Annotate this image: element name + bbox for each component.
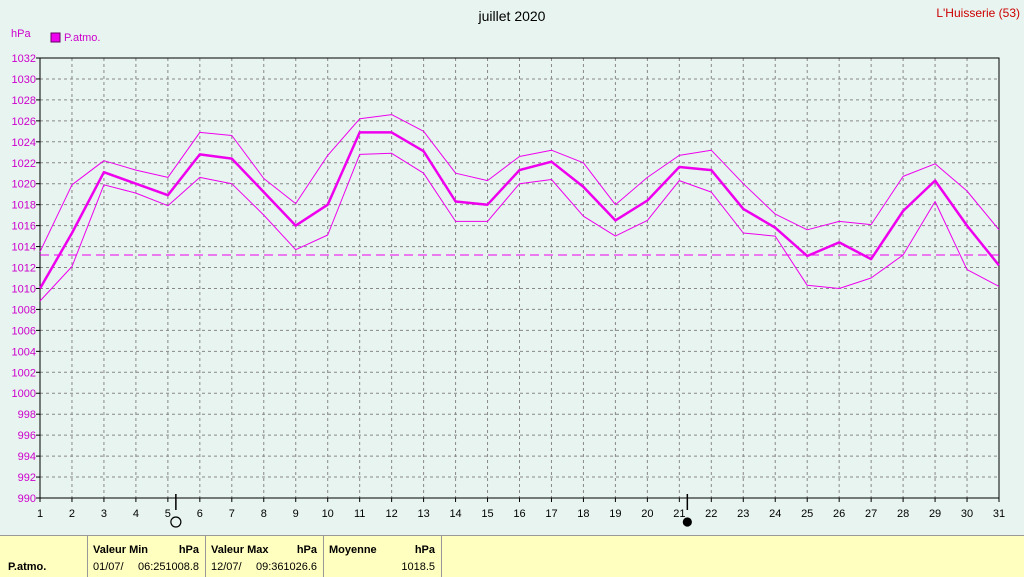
y-tick-label: 1018 xyxy=(12,200,36,212)
location-label: L'Huisserie (53) xyxy=(936,6,1020,20)
y-tick-label: 1000 xyxy=(12,388,36,400)
min-value: 1008.8 xyxy=(165,561,199,573)
pressure-chart: juillet 2020 L'Huisserie (53) hPa P.atmo… xyxy=(11,6,1020,528)
y-tick-label: 1002 xyxy=(12,367,36,379)
max-header: Valeur Max xyxy=(211,544,269,556)
max-time: 09:36 xyxy=(256,561,284,573)
avg-unit: hPa xyxy=(414,544,435,556)
x-tick-label: 31 xyxy=(993,508,1005,520)
legend-swatch xyxy=(50,32,61,43)
y-tick-label: 1004 xyxy=(12,346,36,358)
min-time: 06:25 xyxy=(138,561,166,573)
y-tick-label: 996 xyxy=(18,430,36,442)
x-tick-label: 5 xyxy=(165,508,171,520)
x-tick-label: 21 xyxy=(673,508,685,520)
y-tick-label: 1032 xyxy=(12,53,36,65)
x-tick-label: 18 xyxy=(577,508,589,520)
y-tick-label: 1014 xyxy=(12,242,36,254)
x-tick-label: 15 xyxy=(481,508,493,520)
x-tick-label: 17 xyxy=(545,508,557,520)
x-tick-label: 23 xyxy=(737,508,749,520)
x-tick-label: 13 xyxy=(417,508,429,520)
y-tick-label: 1012 xyxy=(12,263,36,275)
y-tick-label: 1006 xyxy=(12,325,36,337)
x-tick-label: 22 xyxy=(705,508,717,520)
footer-row-label: P.atmo. xyxy=(8,561,47,573)
x-tick-label: 8 xyxy=(261,508,267,520)
x-tick-label: 29 xyxy=(929,508,941,520)
plot-area: 9909929949969981000100210041006100810101… xyxy=(12,53,1005,528)
x-tick-label: 19 xyxy=(609,508,621,520)
footer-min-cell: Valeur Min hPa 01/07/ 06:25 1008.8 xyxy=(88,536,206,577)
legend-label: P.atmo. xyxy=(64,32,101,44)
y-tick-label: 1022 xyxy=(12,158,36,170)
x-tick-label: 2 xyxy=(69,508,75,520)
series-line-mean xyxy=(38,131,1000,290)
chart-title: juillet 2020 xyxy=(478,8,546,24)
x-tick-label: 28 xyxy=(897,508,909,520)
avg-value: 1018.5 xyxy=(401,561,435,573)
y-tick-label: 992 xyxy=(18,472,36,484)
stats-footer: P.atmo. Valeur Min hPa 01/07/ 06:25 1008… xyxy=(0,535,1024,577)
x-tick-label: 12 xyxy=(386,508,398,520)
y-tick-label: 1020 xyxy=(12,179,36,191)
y-tick-label: 1028 xyxy=(12,95,36,107)
y-tick-label: 1030 xyxy=(12,74,36,86)
min-header: Valeur Min xyxy=(93,544,149,556)
x-tick-label: 24 xyxy=(769,508,781,520)
y-tick-label: 998 xyxy=(18,409,36,421)
footer-max-cell: Valeur Max hPa 12/07/ 09:36 1026.6 xyxy=(206,536,324,577)
x-tick-label: 30 xyxy=(961,508,973,520)
x-tick-label: 16 xyxy=(513,508,525,520)
y-tick-label: 990 xyxy=(18,493,36,505)
x-tick-label: 14 xyxy=(449,508,461,520)
x-tick-label: 7 xyxy=(229,508,235,520)
x-tick-label: 4 xyxy=(133,508,139,520)
max-unit: hPa xyxy=(296,544,317,556)
footer-row-label-cell: P.atmo. xyxy=(0,536,88,577)
series-line-min xyxy=(39,152,1000,302)
x-tick-label: 25 xyxy=(801,508,813,520)
y-tick-label: 1024 xyxy=(12,137,36,149)
y-tick-label: 1008 xyxy=(12,304,36,316)
x-tick-label: 27 xyxy=(865,508,877,520)
x-tick-label: 3 xyxy=(101,508,107,520)
x-tick-label: 1 xyxy=(37,508,43,520)
avg-header: Moyenne xyxy=(329,544,377,556)
y-tick-label: 994 xyxy=(18,451,36,463)
x-tick-label: 10 xyxy=(322,508,334,520)
y-tick-label: 1026 xyxy=(12,116,36,128)
footer-avg-cell: Moyenne hPa 1018.5 xyxy=(324,536,442,577)
y-axis-label: hPa xyxy=(11,28,31,40)
x-tick-label: 6 xyxy=(197,508,203,520)
max-date: 12/07/ xyxy=(211,561,242,573)
y-tick-label: 1010 xyxy=(12,283,36,295)
x-tick-label: 20 xyxy=(641,508,653,520)
x-tick-label: 11 xyxy=(354,508,365,520)
x-tick-label: 9 xyxy=(293,508,299,520)
min-date: 01/07/ xyxy=(93,561,124,573)
y-tick-label: 1016 xyxy=(12,221,36,233)
x-tick-label: 26 xyxy=(833,508,845,520)
min-unit: hPa xyxy=(178,544,199,556)
max-value: 1026.6 xyxy=(283,561,317,573)
full-moon-icon xyxy=(170,516,182,528)
new-moon-icon xyxy=(682,517,692,527)
plot-frame xyxy=(39,57,1000,499)
series-line-max xyxy=(39,114,1000,253)
